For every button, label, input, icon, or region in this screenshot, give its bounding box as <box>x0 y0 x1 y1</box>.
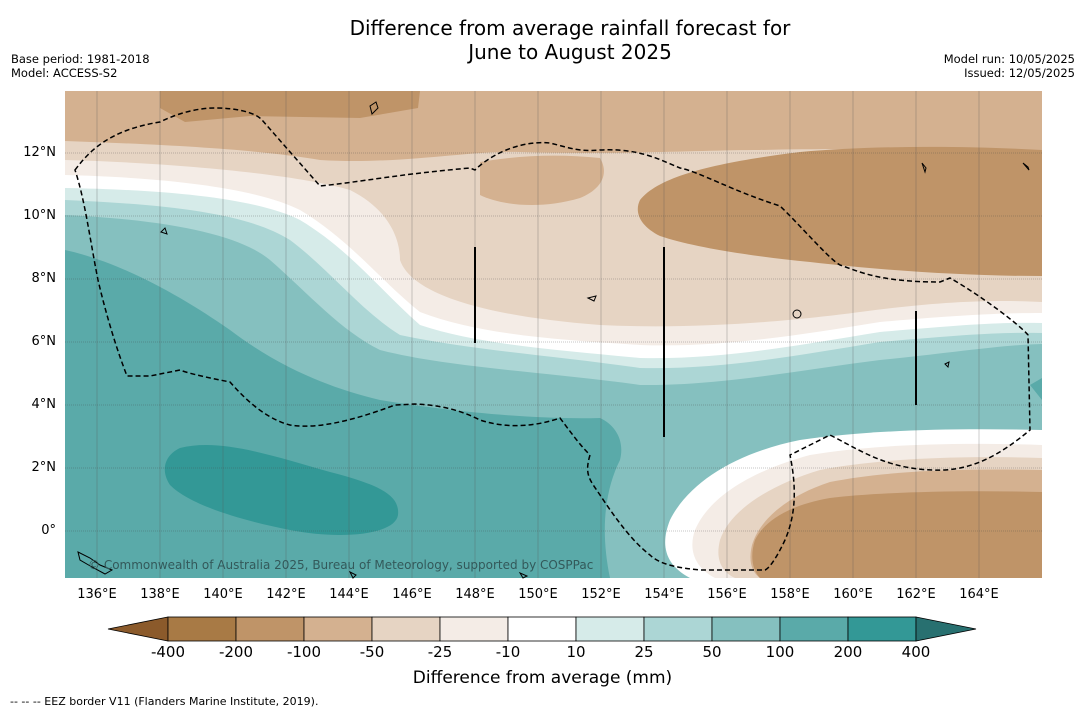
colorbar-tick-label: 400 <box>901 643 931 661</box>
lon-label: 152°E <box>581 587 621 602</box>
island-6 <box>77 551 114 575</box>
eez-footnote: -- -- -- EEZ border V11 (Flanders Marine… <box>10 695 319 708</box>
lat-label: 10°N <box>23 208 56 223</box>
lon-label: 164°E <box>959 587 999 602</box>
field-east-wet <box>1030 378 1042 400</box>
colorbar-tick-label: -50 <box>359 643 385 661</box>
lon-label: 156°E <box>707 587 747 602</box>
colorbar-bin-9 <box>711 616 781 642</box>
copyright-credit: © Commonwealth of Australia 2025, Bureau… <box>88 558 594 572</box>
lon-label: 158°E <box>770 587 810 602</box>
lat-label: 2°N <box>31 460 57 475</box>
lon-label: 148°E <box>455 587 495 602</box>
eez-border <box>74 107 1031 571</box>
island-8 <box>1022 162 1030 171</box>
colorbar-tick-label: 10 <box>566 643 586 661</box>
lat-label: 4°N <box>31 397 57 412</box>
eez-outline <box>74 107 1031 571</box>
island-2 <box>160 227 168 235</box>
lat-label: 0° <box>41 523 56 538</box>
lon-label: 140°E <box>203 587 243 602</box>
colorbar-bin-6 <box>507 616 577 642</box>
field-south-100 <box>752 491 1042 578</box>
colorbar-tick-label: 50 <box>702 643 722 661</box>
field-east-dry <box>637 146 1042 276</box>
island-3 <box>586 295 597 302</box>
model-run: Model run: 10/05/2025 <box>943 52 1075 66</box>
colorbar-bin-1 <box>167 616 237 642</box>
island-4 <box>792 309 802 319</box>
colorbar-tick-label: 200 <box>833 643 863 661</box>
lon-label: 146°E <box>392 587 432 602</box>
lon-label: 138°E <box>140 587 180 602</box>
lon-label: 160°E <box>833 587 873 602</box>
lon-label: 142°E <box>266 587 306 602</box>
map-title-line1: Difference from average rainfall forecas… <box>349 16 791 40</box>
colorbar-tick-label: -25 <box>427 643 453 661</box>
colorbar-tick-label: 25 <box>634 643 654 661</box>
lon-label: 136°E <box>77 587 117 602</box>
island-7 <box>921 162 927 174</box>
lon-label: 154°E <box>644 587 684 602</box>
colorbar-title: Difference from average (mm) <box>412 668 673 688</box>
map-fields <box>65 91 1042 578</box>
lon-label: 144°E <box>329 587 369 602</box>
mask-lines <box>474 247 917 437</box>
colorbar-bin-5 <box>439 616 509 642</box>
colorbar-tick-label: -200 <box>218 643 254 661</box>
grid-lines <box>65 91 1042 578</box>
colorbar-tick-label: 100 <box>765 643 795 661</box>
island-10 <box>518 571 529 579</box>
colorbar-bin-3 <box>303 616 373 642</box>
issued-date: Issued: 12/05/2025 <box>964 66 1075 80</box>
field-top-dry <box>160 91 420 122</box>
lat-label: 6°N <box>31 334 57 349</box>
lon-label: 162°E <box>896 587 936 602</box>
map-title-line2: June to August 2025 <box>468 40 672 64</box>
lat-label: 8°N <box>31 271 57 286</box>
colorbar-tick-label: -400 <box>150 643 186 661</box>
colorbar-tick-label: -10 <box>495 643 521 661</box>
island-1 <box>369 101 379 115</box>
colorbar-bin-2 <box>235 616 305 642</box>
island-9 <box>348 570 357 579</box>
colorbar-bin-10 <box>779 616 849 642</box>
model-name: Model: ACCESS-S2 <box>11 66 118 80</box>
islands <box>77 101 1030 579</box>
colorbar-bin-8 <box>643 616 713 642</box>
island-5 <box>944 361 950 369</box>
lon-label: 150°E <box>518 587 558 602</box>
field-mid-dry <box>480 155 604 206</box>
colorbar-tick-label: -100 <box>286 643 322 661</box>
colorbar <box>107 616 977 642</box>
colorbar-low-extend <box>107 616 169 642</box>
colorbar-bin-11 <box>847 616 917 642</box>
colorbar-bin-4 <box>371 616 441 642</box>
colorbar-high-extend <box>915 616 977 642</box>
colorbar-bin-7 <box>575 616 645 642</box>
base-period: Base period: 1981-2018 <box>11 52 150 66</box>
lat-label: 12°N <box>23 145 56 160</box>
